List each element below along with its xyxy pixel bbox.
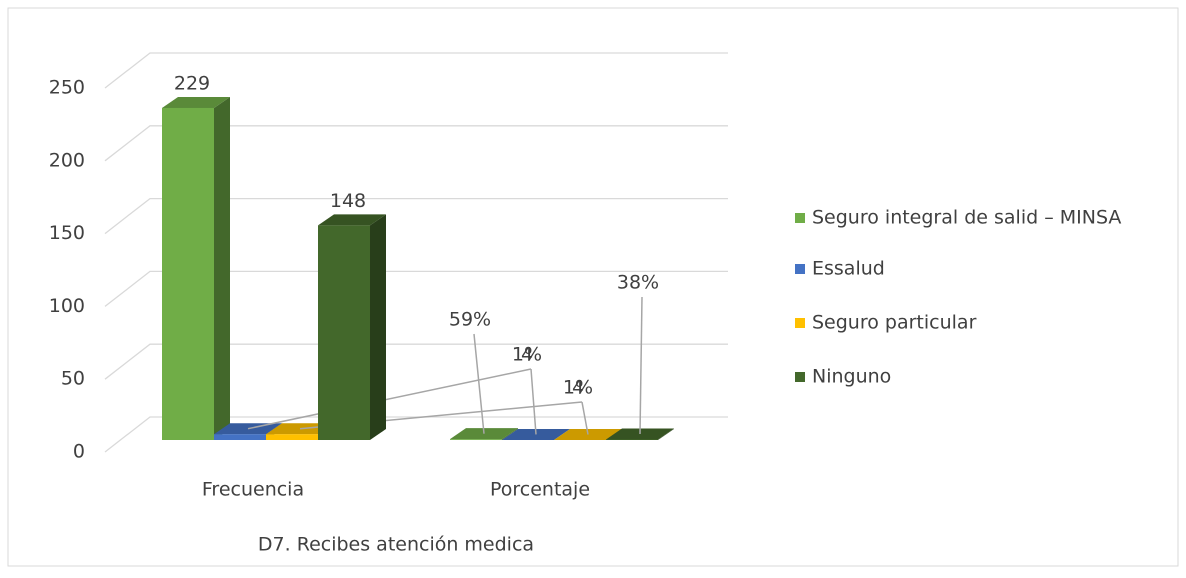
data-label: 1% <box>563 377 593 399</box>
bar <box>318 225 370 440</box>
legend-label: Ninguno <box>812 366 891 388</box>
bar <box>214 434 266 440</box>
legend-label: Essalud <box>812 258 885 280</box>
legend-swatch <box>795 264 805 274</box>
x-axis-title: D7. Recibes atención medica <box>258 534 534 556</box>
legend-swatch <box>795 372 805 382</box>
bar <box>266 434 318 440</box>
data-label: 59% <box>449 309 491 331</box>
legend-label: Seguro integral de salid – MINSA <box>812 207 1121 229</box>
legend-swatch <box>795 213 805 223</box>
data-label: 229 <box>174 72 210 94</box>
bar <box>450 439 502 440</box>
bar <box>606 439 658 440</box>
x-tick-label: Frecuencia <box>202 479 304 501</box>
y-tick-label: 250 <box>49 77 85 99</box>
y-tick-label: 0 <box>73 441 85 463</box>
bar <box>162 108 214 440</box>
legend-swatch <box>795 318 805 328</box>
y-tick-label: 50 <box>61 368 85 390</box>
data-label: 1% <box>512 344 542 366</box>
y-tick-label: 150 <box>49 222 85 244</box>
bar-side <box>214 97 230 440</box>
bar-side <box>370 214 386 440</box>
data-label: 148 <box>330 190 366 212</box>
data-label: 38% <box>617 272 659 294</box>
x-tick-label: Porcentaje <box>490 479 590 501</box>
y-tick-label: 200 <box>49 149 85 171</box>
legend-label: Seguro particular <box>812 312 977 334</box>
y-tick-label: 100 <box>49 295 85 317</box>
